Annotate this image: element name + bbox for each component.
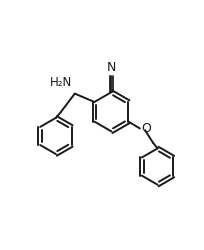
Text: O: O bbox=[141, 122, 151, 135]
Text: H₂N: H₂N bbox=[50, 76, 72, 89]
Text: N: N bbox=[107, 60, 116, 74]
